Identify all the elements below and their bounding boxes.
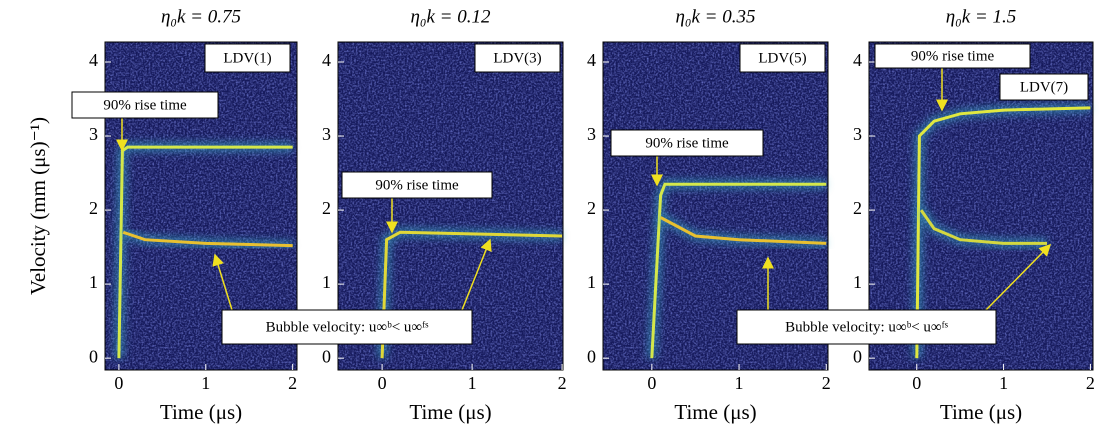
annotation-text: 90% rise time	[911, 48, 995, 64]
y-tick-label: 3	[853, 124, 862, 144]
annotation-text: 90% rise time	[103, 97, 187, 113]
annotation-arrow	[461, 238, 492, 311]
x-tick-label: 1	[999, 373, 1008, 393]
y-tick-label: 0	[322, 346, 331, 366]
annotation-box	[999, 73, 1089, 101]
annotation-text: LDV(1)	[223, 50, 271, 66]
x-tick-label: 2	[1086, 373, 1095, 393]
panel-title: η₀k = 0.35	[675, 6, 755, 27]
y-tick-label: 1	[587, 272, 596, 292]
y-tick-label: 0	[89, 346, 98, 366]
annotation-box	[739, 43, 826, 73]
y-tick-label: 2	[89, 198, 98, 218]
annotation-arrow	[985, 243, 1052, 311]
y-tick-label: 4	[322, 50, 331, 70]
y-tick-label: 4	[853, 50, 862, 70]
panel-title: η₀k = 0.75	[161, 6, 241, 27]
plot-frame	[602, 41, 829, 371]
plot-frame	[104, 41, 298, 371]
x-tick-label: 1	[735, 373, 744, 393]
annotation-box	[221, 309, 473, 345]
x-tick-label: 2	[558, 373, 567, 393]
panel-title: η₀k = 1.5	[946, 6, 1017, 27]
y-tick-label: 2	[853, 198, 862, 218]
annotation-box	[341, 171, 493, 199]
y-tick-label: 3	[587, 124, 596, 144]
y-tick-label: 3	[89, 124, 98, 144]
trace	[122, 230, 293, 248]
x-tick-label: 1	[201, 373, 210, 393]
y-tick-label: 2	[587, 198, 596, 218]
annotation-arrow	[212, 253, 233, 311]
plot-frame	[868, 41, 1094, 371]
plot-frame	[337, 41, 564, 371]
trace	[919, 209, 1047, 245]
trace	[380, 230, 563, 359]
trace	[915, 106, 1091, 359]
annotation-text: Bubble velocity: u∞ᵇ< u∞ᶠˢ	[785, 319, 948, 335]
y-axis-label: Velocity (mm (μs)⁻¹)	[26, 117, 50, 295]
x-tick-label: 0	[378, 373, 387, 393]
annotation-text: Bubble velocity: u∞ᵇ< u∞ᶠˢ	[266, 319, 429, 335]
annotation-text: LDV(3)	[493, 50, 541, 66]
panel-title: η₀k = 0.12	[410, 6, 491, 27]
y-tick-label: 1	[322, 272, 331, 292]
x-axis-label: Time (μs)	[674, 400, 756, 424]
annotation-box	[610, 129, 764, 157]
annotation-box	[736, 309, 997, 345]
y-tick-label: 3	[322, 124, 331, 144]
y-tick-label: 4	[587, 50, 596, 70]
annotation-box	[474, 43, 561, 73]
annotation-text: LDV(5)	[758, 50, 806, 66]
x-tick-label: 2	[288, 373, 297, 393]
y-tick-label: 0	[587, 346, 596, 366]
y-tick-label: 1	[89, 272, 98, 292]
x-tick-label: 0	[912, 373, 921, 393]
annotation-box	[874, 43, 1031, 69]
x-tick-label: 0	[114, 373, 123, 393]
x-axis-label: Time (μs)	[940, 400, 1022, 424]
annotation-text: 90% rise time	[375, 177, 459, 193]
y-tick-label: 4	[89, 50, 98, 70]
trace	[650, 182, 827, 359]
y-tick-label: 2	[322, 198, 331, 218]
annotation-box	[204, 43, 291, 73]
y-tick-label: 1	[853, 272, 862, 292]
x-axis-label: Time (μs)	[409, 400, 491, 424]
x-tick-label: 0	[647, 373, 656, 393]
x-tick-label: 2	[822, 373, 831, 393]
annotation-box	[71, 91, 219, 119]
annotation-text: 90% rise time	[645, 135, 729, 151]
y-tick-label: 0	[853, 346, 862, 366]
annotation-text: LDV(7)	[1020, 79, 1068, 95]
x-tick-label: 1	[468, 373, 477, 393]
trace	[659, 216, 827, 245]
x-axis-label: Time (μs)	[160, 400, 242, 424]
